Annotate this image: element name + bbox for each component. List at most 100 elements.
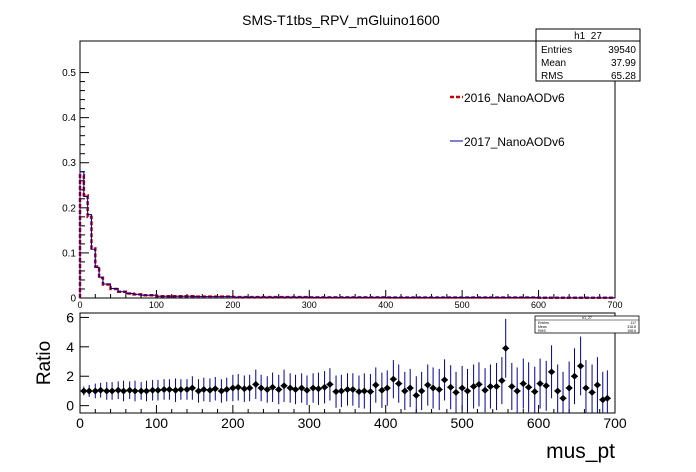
ratio-point — [292, 385, 300, 393]
stats-mean-label: Mean — [541, 58, 566, 69]
ratio-point — [542, 382, 550, 390]
ratio-point — [160, 385, 168, 393]
ratio-point — [314, 385, 322, 393]
top-x-tick-label: 200 — [225, 300, 240, 310]
ratio-point — [344, 385, 351, 393]
ratio-point — [536, 380, 544, 388]
ratio-point — [217, 387, 225, 395]
ratio-x-tick-label: 700 — [603, 415, 627, 431]
ratio-stats-entries-value: 117 — [630, 321, 636, 325]
ratio-point — [429, 384, 437, 392]
ratio-stats-mean-label: Mean — [538, 325, 547, 329]
ratio-x-tick-label: 200 — [221, 415, 245, 431]
top-x-tick-label: 400 — [378, 300, 393, 310]
ratio-point — [424, 381, 432, 389]
ratio-point — [337, 387, 345, 395]
ratio-point — [406, 384, 414, 392]
ratio-point — [257, 384, 265, 392]
ratio-point — [303, 386, 311, 394]
ratio-y-tick-label: 4 — [66, 339, 74, 355]
ratio-point — [154, 386, 162, 394]
ratio-x-label: mus_pt — [546, 440, 615, 463]
ratio-stats-name: h1_27 — [582, 316, 592, 320]
top-x-tick-label: 100 — [149, 300, 164, 310]
top-x-tick-label: 700 — [607, 300, 622, 310]
ratio-point — [298, 384, 306, 392]
top-y-tick-label: 0.4 — [62, 113, 76, 124]
ratio-point — [470, 383, 478, 391]
ratio-point — [206, 386, 214, 394]
top-x-tick-label: 300 — [302, 300, 317, 310]
ratio-point — [223, 385, 231, 393]
ratio-x-tick-label: 600 — [527, 415, 551, 431]
ratio-y-axis: 0 2 4 6 — [66, 309, 89, 414]
legend-label-2017: 2017_NanoAODv6 — [464, 135, 565, 149]
ratio-y-tick-label: 6 — [66, 309, 74, 325]
ratio-point — [263, 385, 271, 393]
top-x-tick-label: 600 — [531, 300, 546, 310]
stats-rms-value: 65.28 — [611, 71, 636, 82]
chart-title: SMS-T1tbs_RPV_mGluino1600 — [242, 12, 440, 28]
ratio-point — [435, 385, 443, 393]
ratio-point — [234, 383, 242, 391]
ratio-point — [80, 387, 88, 395]
ratio-point — [395, 380, 403, 388]
ratio-point — [475, 380, 483, 388]
top-series-group — [78, 171, 615, 300]
ratio-point — [565, 384, 573, 392]
stats-box-name: h1_27 — [574, 31, 602, 42]
ratio-stats-rms-label: RMS — [538, 329, 546, 333]
ratio-point — [603, 394, 611, 402]
stats-mean-value: 37.99 — [611, 58, 636, 69]
ratio-point — [355, 388, 363, 396]
top-y-tick-label: 0.3 — [62, 158, 76, 169]
ratio-point — [582, 384, 590, 392]
ratio-point — [383, 384, 391, 392]
ratio-point — [508, 383, 516, 391]
ratio-point — [120, 387, 128, 395]
ratio-point — [458, 384, 466, 392]
ratio-point — [275, 385, 283, 393]
ratio-point — [309, 384, 317, 392]
ratio-point — [360, 387, 368, 395]
ratio-point — [378, 386, 386, 394]
ratio-point — [200, 385, 208, 393]
ratio-stats-entries-label: Entries — [538, 321, 549, 325]
ratio-point — [412, 391, 420, 399]
ratio-point — [142, 387, 150, 395]
ratio-point — [103, 387, 111, 395]
top-y-tick-label: 0 — [70, 294, 76, 305]
ratio-point — [493, 383, 501, 391]
ratio-point — [97, 386, 105, 394]
ratio-point — [194, 387, 202, 395]
ratio-point — [525, 383, 533, 391]
top-y-tick-label: 0.5 — [62, 68, 76, 79]
ratio-point — [531, 388, 539, 396]
ratio-point — [172, 386, 180, 394]
ratio-point — [519, 380, 527, 388]
ratio-stats-box: h1_27 Entries 117 Mean 318.8 RMS 198.6 — [534, 315, 640, 334]
ratio-x-tick-label: 400 — [374, 415, 398, 431]
legend-label-2016: 2016_NanoAODv6 — [464, 91, 565, 105]
ratio-point — [126, 386, 134, 394]
ratio-point — [498, 377, 506, 385]
ratio-point — [252, 380, 260, 388]
ratio-point — [463, 387, 471, 395]
ratio-point — [188, 384, 196, 392]
series-2017-line — [79, 171, 615, 299]
ratio-point — [548, 368, 556, 376]
ratio-point — [554, 387, 562, 395]
ratio-point — [588, 388, 596, 396]
ratio-point — [401, 387, 409, 395]
ratio-point — [481, 386, 489, 394]
ratio-point — [593, 381, 601, 389]
ratio-x-tick-label: 0 — [76, 415, 84, 431]
ratio-point — [165, 385, 173, 393]
ratio-x-tick-label: 500 — [450, 415, 474, 431]
top-x-tick-label: 0 — [77, 300, 82, 310]
ratio-point — [229, 384, 237, 392]
ratio-y-tick-label: 2 — [66, 368, 74, 384]
ratio-point — [418, 387, 426, 395]
stats-box: h1_27 Entries 39540 Mean 37.99 RMS 65.28 — [535, 28, 641, 82]
